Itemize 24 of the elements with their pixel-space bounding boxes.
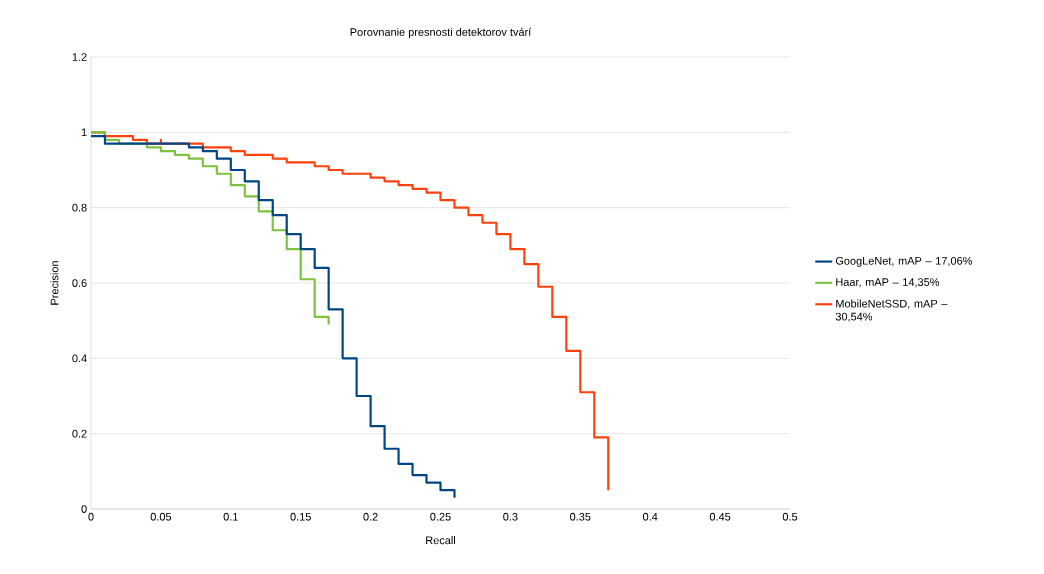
x-tick-label: 0.45 [709, 512, 731, 521]
x-axis-title: Recall [426, 536, 455, 545]
y-tick-label: 0.6 [72, 279, 87, 287]
y-tick-label: 1.2 [72, 53, 87, 61]
y-tick-label: 1 [81, 128, 87, 137]
y-tick-label: 0.4 [72, 354, 87, 363]
legend-label: MobileNetSSD, mAP – 30,54% [835, 299, 948, 322]
x-tick-label: 0.5 [782, 512, 798, 521]
x-tick-label: 0 [88, 512, 94, 521]
y-tick-label: 0.8 [72, 203, 87, 212]
x-tick-label: 0.1 [223, 512, 238, 521]
x-tick-label: 0.3 [503, 512, 518, 521]
x-tick-label: 0.15 [290, 512, 311, 521]
x-tick-label: 0.35 [570, 512, 591, 521]
x-tick-label: 0.2 [363, 512, 378, 521]
y-tick-label: 0.2 [72, 429, 87, 438]
y-axis-title: Precision [50, 261, 59, 305]
x-tick-label: 0.05 [150, 512, 172, 521]
legend-label: Haar, mAP – 14,35% [836, 278, 940, 288]
chart-title: Porovnanie presnosti detektorov tvárí [350, 27, 532, 39]
x-tick-label: 0.4 [643, 512, 658, 521]
x-tick-label: 0.25 [430, 512, 451, 521]
y-tick-label: 0 [81, 505, 87, 513]
legend-label: GoogLeNet, mAP – 17,06% [835, 256, 972, 267]
